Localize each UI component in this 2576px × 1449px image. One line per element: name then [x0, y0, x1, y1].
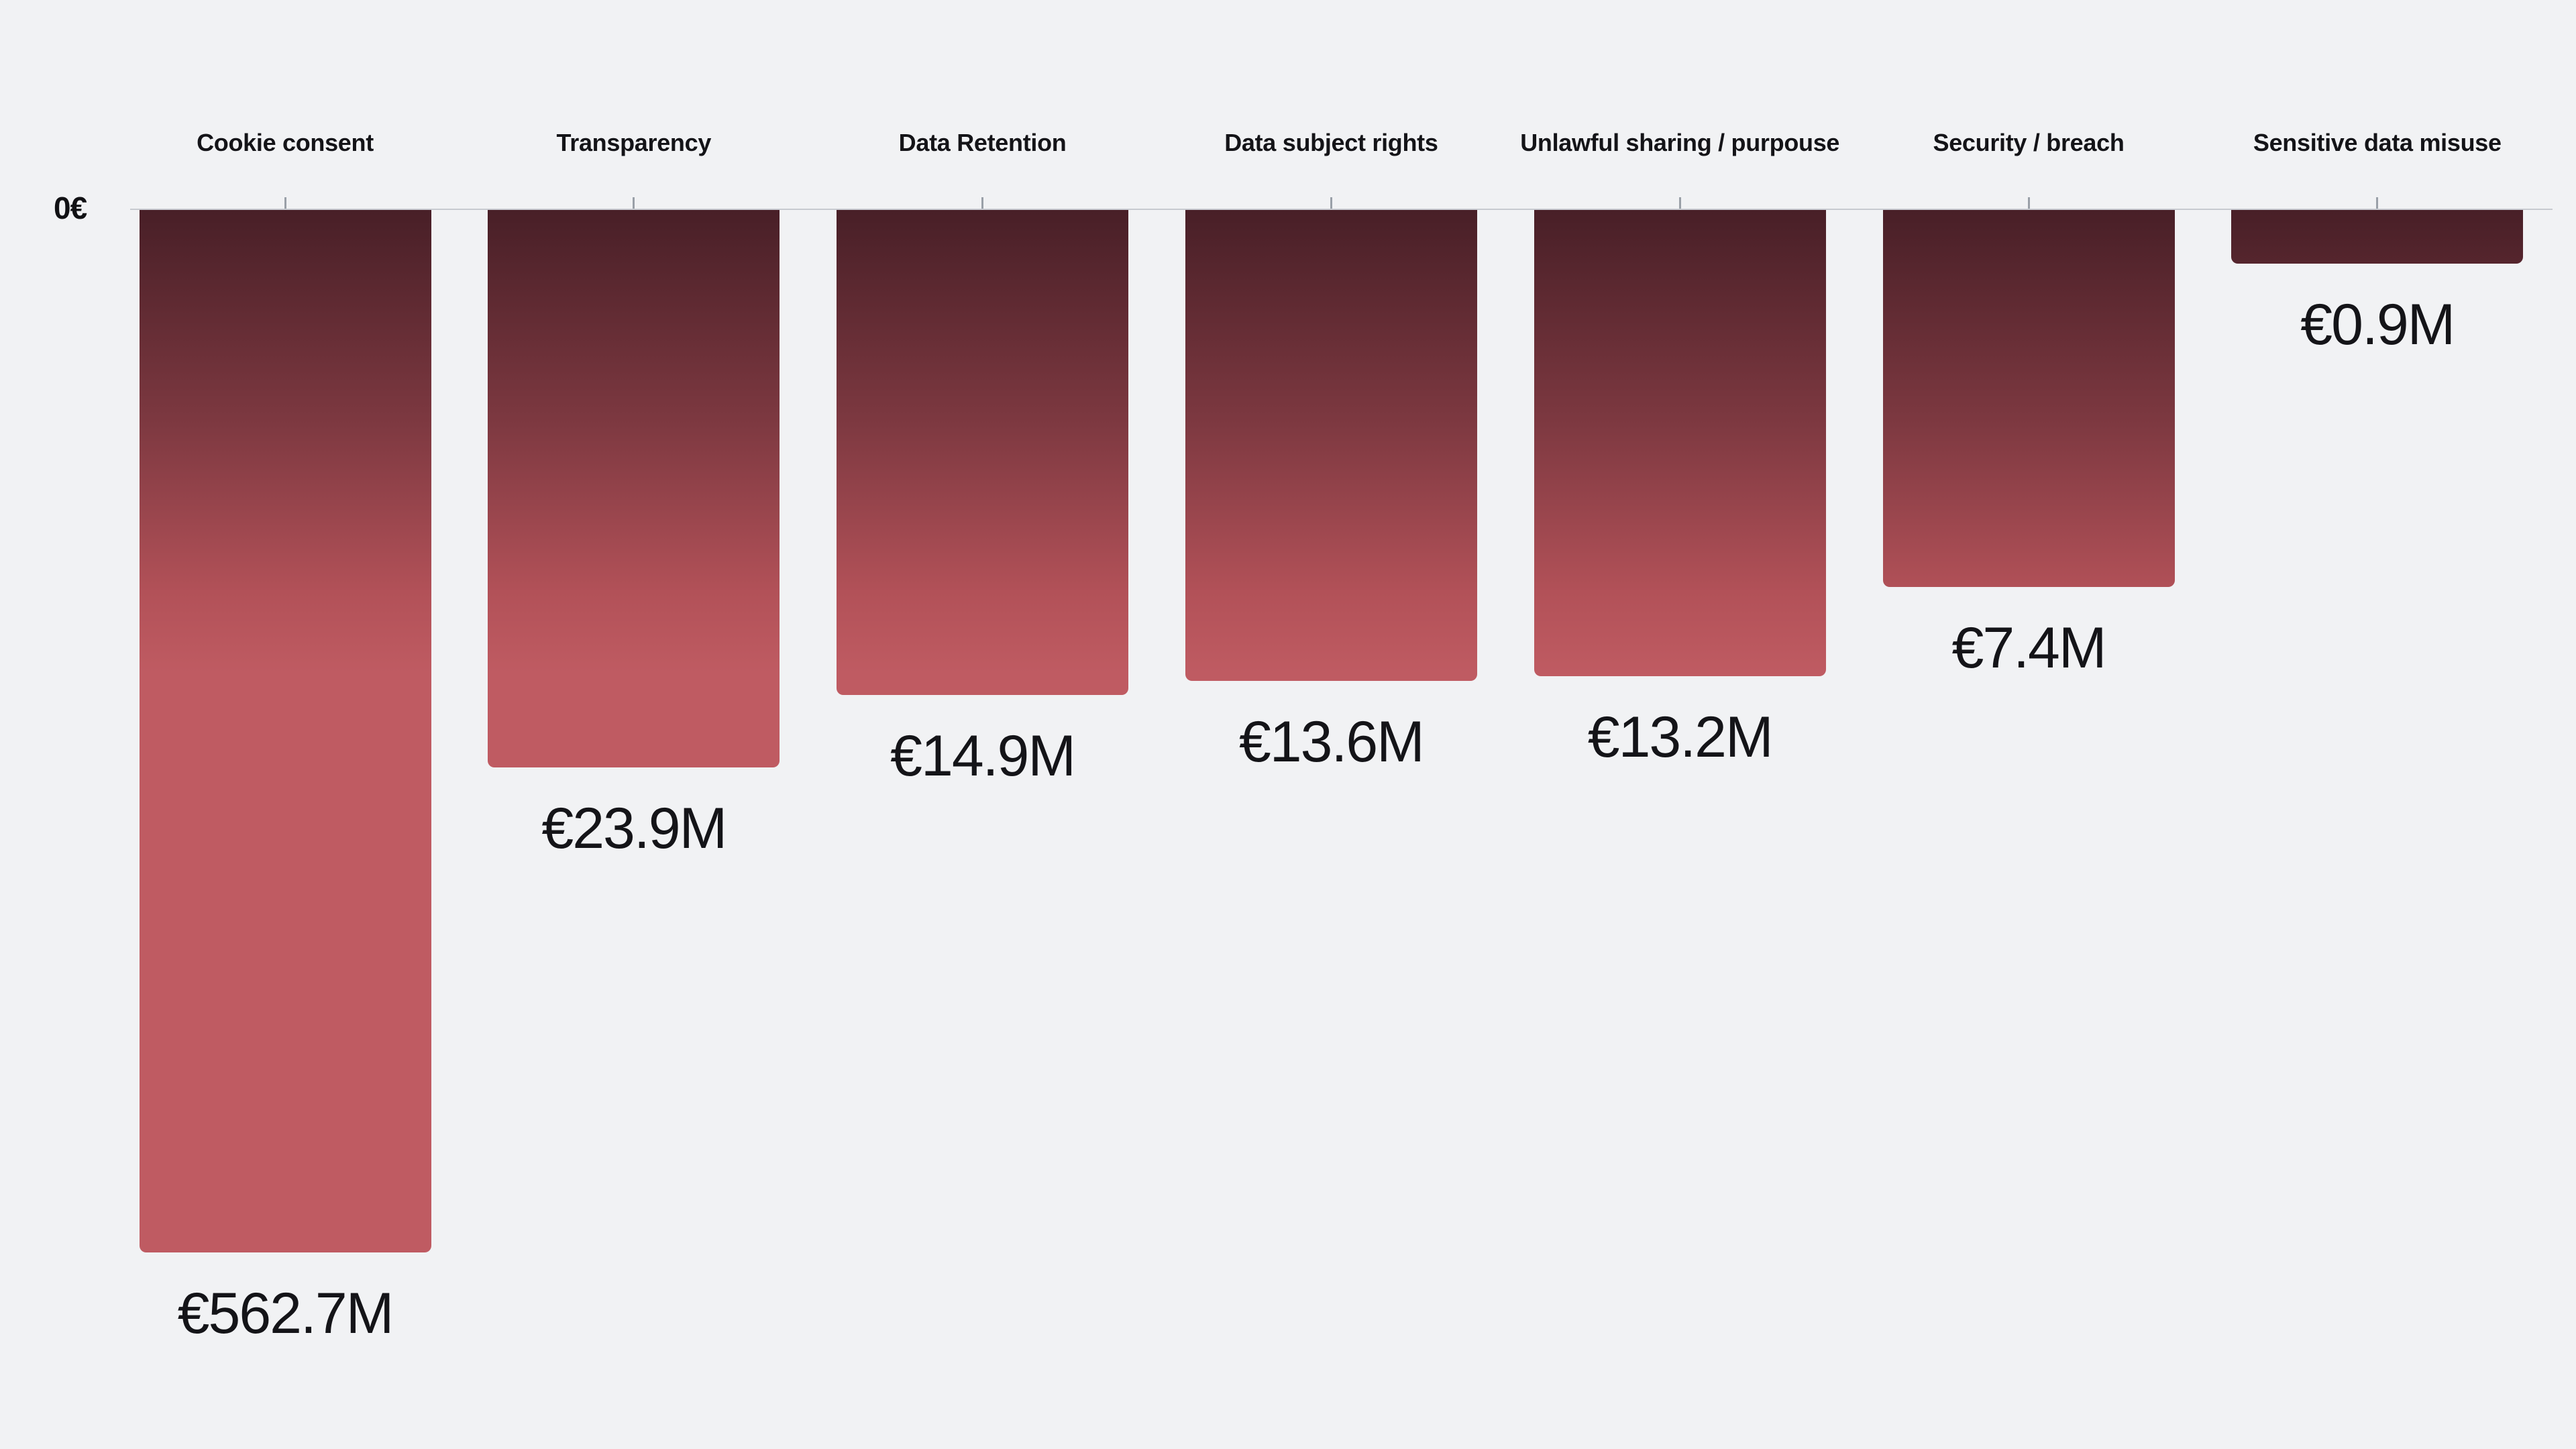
- axis-zero-label: 0€: [54, 190, 87, 225]
- axis-line: [130, 209, 2553, 210]
- value-label: €23.9M: [541, 796, 727, 861]
- axis-tick: [284, 197, 286, 209]
- bar: [488, 210, 780, 767]
- value-label: €7.4M: [1951, 616, 2106, 680]
- axis-tick: [981, 197, 984, 209]
- bar: [837, 210, 1129, 695]
- value-label: €13.2M: [1587, 705, 1774, 769]
- bar: [1534, 210, 1826, 676]
- axis-tick: [1330, 197, 1332, 209]
- axis-tick: [2376, 197, 2379, 209]
- bar: [1185, 210, 1477, 681]
- bar: [2231, 210, 2524, 264]
- category-label: Unlawful sharing / purpouse: [1520, 129, 1840, 156]
- category-label: Transparency: [556, 129, 712, 156]
- category-label: Data subject rights: [1224, 129, 1438, 156]
- bar: [139, 210, 431, 1252]
- axis-tick: [2027, 197, 2030, 209]
- category-label: Cookie consent: [197, 129, 374, 156]
- value-label: €0.9M: [2300, 292, 2455, 357]
- bar: [1882, 210, 2175, 587]
- category-label: Sensitive data misuse: [2253, 129, 2502, 156]
- axis-tick: [633, 197, 635, 209]
- value-label: €562.7M: [177, 1281, 394, 1346]
- value-label: €14.9M: [890, 724, 1076, 788]
- category-label: Data Retention: [898, 129, 1067, 156]
- value-label: €13.6M: [1238, 710, 1425, 774]
- category-label: Security / breach: [1933, 129, 2125, 156]
- axis-tick: [1678, 197, 1681, 209]
